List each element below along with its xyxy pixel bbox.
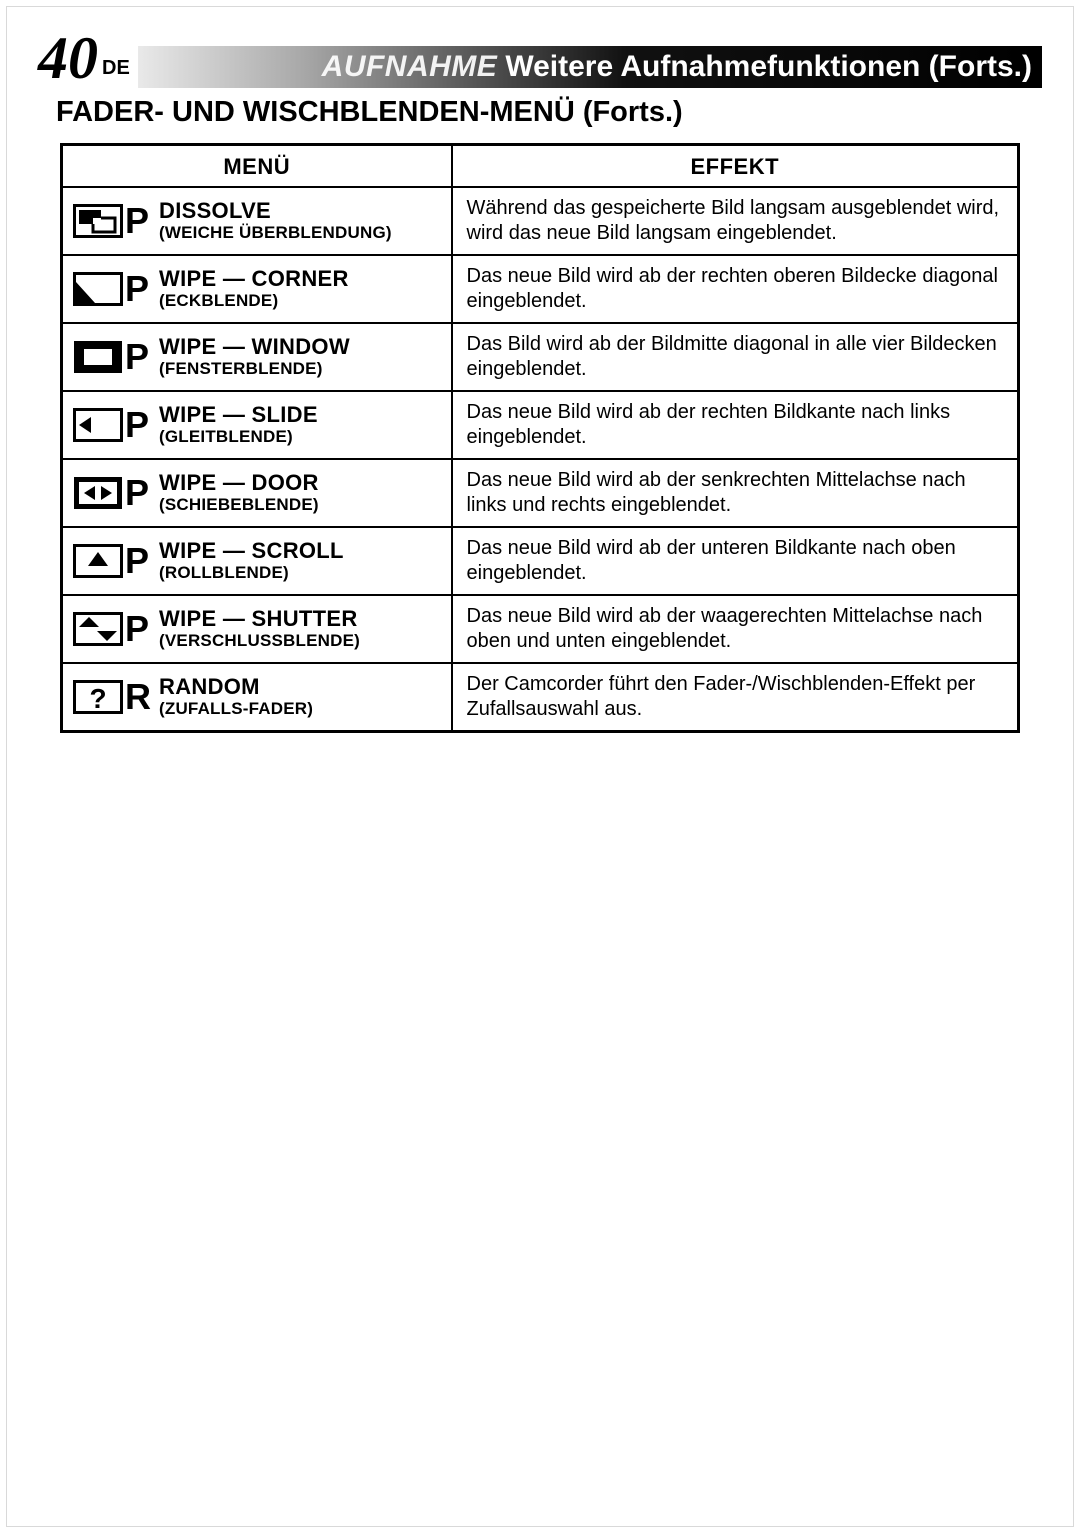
- menu-subname: (WEICHE ÜBERBLENDUNG): [159, 223, 443, 243]
- random-icon: R: [73, 679, 153, 715]
- icon-suffix: P: [125, 475, 149, 511]
- table-row: P WIPE — DOOR(SCHIEBEBLENDE) Das neue Bild…: [62, 459, 1019, 527]
- page-header: 40 DE AUFNAHME Weitere Aufnahmefunktione…: [38, 28, 1042, 90]
- icon-suffix: P: [125, 407, 149, 443]
- icon-suffix: P: [125, 543, 149, 579]
- effect-cell: Der Camcorder führt den Fader-/Wischblen…: [452, 663, 1019, 732]
- menu-name: DISSOLVE: [159, 198, 443, 223]
- menu-name: RANDOM: [159, 674, 443, 699]
- menu-name: WIPE — SLIDE: [159, 402, 443, 427]
- effect-cell: Das neue Bild wird ab der rechten Bildka…: [452, 391, 1019, 459]
- table-row: P DISSOLVE(WEICHE ÜBERBLENDUNG) Während da…: [62, 187, 1019, 255]
- menu-cell: P WIPE — DOOR(SCHIEBEBLENDE): [62, 459, 452, 527]
- table-row: P WIPE — SHUTTER(VERSCHLUSSBLENDE) Das neu…: [62, 595, 1019, 663]
- menu-name: WIPE — WINDOW: [159, 334, 443, 359]
- th-menu: MENÜ: [62, 145, 452, 188]
- icon-suffix: P: [125, 203, 149, 239]
- effect-cell: Während das gespeicherte Bild langsam au…: [452, 187, 1019, 255]
- menu-cell: P WIPE — SLIDE(GLEITBLENDE): [62, 391, 452, 459]
- menu-name: WIPE — SHUTTER: [159, 606, 443, 631]
- effect-cell: Das neue Bild wird ab der waagerechten M…: [452, 595, 1019, 663]
- slide-icon: P: [73, 407, 153, 443]
- effects-table: MENÜ EFFEKT P DISSOLVE(WEICHE ÜBERBLENDUN…: [60, 143, 1020, 733]
- page-language: DE: [102, 57, 130, 80]
- title-section: AUFNAHME: [322, 50, 498, 84]
- shutter-icon: P: [73, 611, 153, 647]
- corner-icon: P: [73, 271, 153, 307]
- menu-name: WIPE — DOOR: [159, 470, 443, 495]
- menu-cell: R RANDOM(ZUFALLS-FADER): [62, 663, 452, 732]
- table-row: P WIPE — SCROLL(ROLLBLENDE) Das neue Bild …: [62, 527, 1019, 595]
- menu-subname: (ROLLBLENDE): [159, 563, 443, 583]
- menu-subname: (GLEITBLENDE): [159, 427, 443, 447]
- menu-cell: P DISSOLVE(WEICHE ÜBERBLENDUNG): [62, 187, 452, 255]
- effect-cell: Das neue Bild wird ab der senkrechten Mi…: [452, 459, 1019, 527]
- icon-suffix: R: [125, 679, 151, 715]
- icon-suffix: P: [125, 339, 149, 375]
- window-icon: P: [73, 339, 153, 375]
- page-subtitle: FADER- UND WISCHBLENDEN-MENÜ (Forts.): [56, 96, 1042, 129]
- th-effect: EFFEKT: [452, 145, 1019, 188]
- menu-subname: (ECKBLENDE): [159, 291, 443, 311]
- table-row: R RANDOM(ZUFALLS-FADER) Der Camcorder führ…: [62, 663, 1019, 732]
- menu-name: WIPE — CORNER: [159, 266, 443, 291]
- effect-cell: Das neue Bild wird ab der unteren Bildka…: [452, 527, 1019, 595]
- effect-cell: Das Bild wird ab der Bildmitte diagonal …: [452, 323, 1019, 391]
- menu-cell: P WIPE — SCROLL(ROLLBLENDE): [62, 527, 452, 595]
- title-bar: AUFNAHME Weitere Aufnahmefunktionen (For…: [138, 46, 1042, 88]
- effect-cell: Das neue Bild wird ab der rechten oberen…: [452, 255, 1019, 323]
- menu-subname: (FENSTERBLENDE): [159, 359, 443, 379]
- dissolve-icon: P: [73, 203, 153, 239]
- table-row: P WIPE — CORNER(ECKBLENDE) Das neue Bild w…: [62, 255, 1019, 323]
- table-row: P WIPE — SLIDE(GLEITBLENDE) Das neue Bild …: [62, 391, 1019, 459]
- icon-suffix: P: [125, 611, 149, 647]
- table-row: P WIPE — WINDOW(FENSTERBLENDE) Das Bild wi…: [62, 323, 1019, 391]
- menu-cell: P WIPE — CORNER(ECKBLENDE): [62, 255, 452, 323]
- menu-cell: P WIPE — SHUTTER(VERSCHLUSSBLENDE): [62, 595, 452, 663]
- menu-cell: P WIPE — WINDOW(FENSTERBLENDE): [62, 323, 452, 391]
- door-icon: P: [73, 475, 153, 511]
- page-number-box: 40 DE: [38, 28, 138, 90]
- page-number: 40: [38, 28, 98, 88]
- title-subsection: Weitere Aufnahmefunktionen (Forts.): [505, 50, 1032, 84]
- menu-name: WIPE — SCROLL: [159, 538, 443, 563]
- menu-subname: (VERSCHLUSSBLENDE): [159, 631, 443, 651]
- icon-suffix: P: [125, 271, 149, 307]
- scroll-icon: P: [73, 543, 153, 579]
- menu-subname: (ZUFALLS-FADER): [159, 699, 443, 719]
- menu-subname: (SCHIEBEBLENDE): [159, 495, 443, 515]
